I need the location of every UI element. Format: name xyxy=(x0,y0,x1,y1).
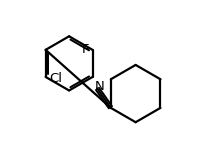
Text: N: N xyxy=(95,80,105,93)
Text: F: F xyxy=(81,43,89,56)
Text: Cl: Cl xyxy=(49,72,62,85)
